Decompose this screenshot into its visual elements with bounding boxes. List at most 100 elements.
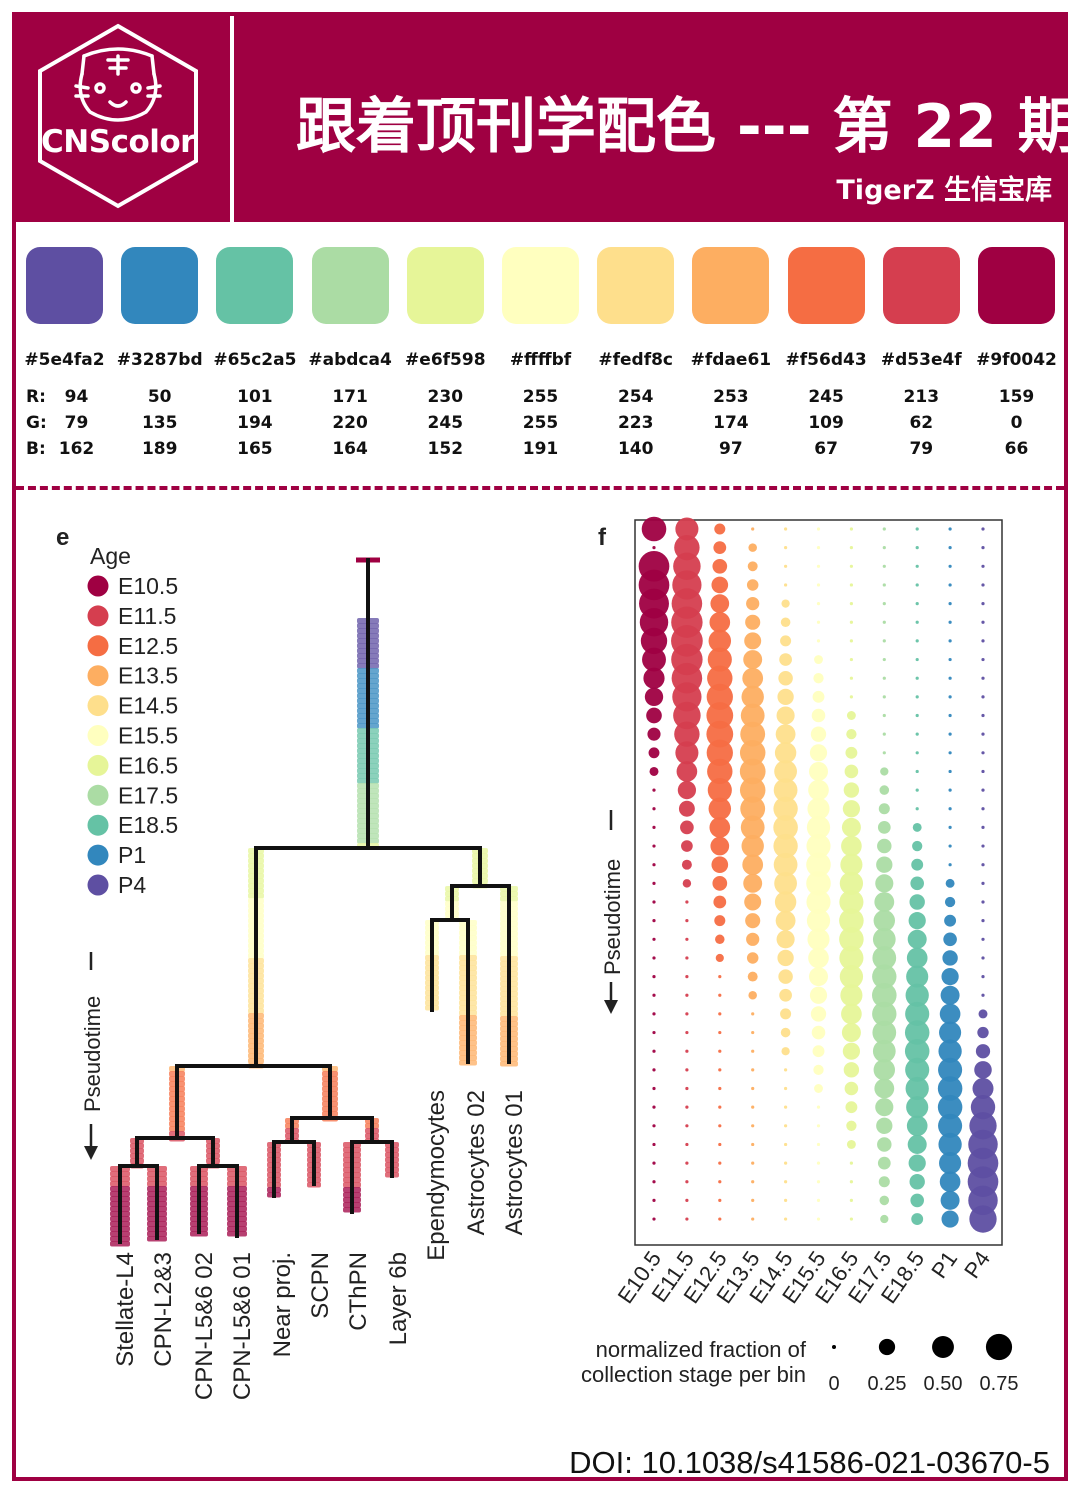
dot-E16.5 xyxy=(841,817,861,837)
dot-E10.5 xyxy=(641,516,667,542)
dot-E17.5 xyxy=(878,803,890,815)
dot-E15.5 xyxy=(812,690,825,703)
dot-E11.5 xyxy=(685,1012,689,1016)
dot-E14.5 xyxy=(784,1180,788,1184)
dot-E16.5 xyxy=(846,1120,857,1131)
dot-E13.5 xyxy=(745,913,761,929)
dot-E17.5 xyxy=(875,1098,894,1117)
dot-E11.5 xyxy=(685,1180,689,1184)
rgb-value-r: 94 xyxy=(64,387,89,407)
dot-E17.5 xyxy=(877,821,891,834)
header-banner: CNScolor 跟着顶刊学配色 --- 第 22 期 TigerZ 生信宝库 xyxy=(16,16,1078,222)
dot-P1 xyxy=(948,602,952,606)
dot-E14.5 xyxy=(774,760,797,783)
size-legend-dot xyxy=(985,1333,1013,1361)
dot-E12.5 xyxy=(718,1217,722,1221)
dot-E10.5 xyxy=(652,1180,656,1184)
dot-P4 xyxy=(974,1061,992,1079)
dot-E10.5 xyxy=(652,546,656,550)
color-swatch xyxy=(787,247,865,324)
dot-P4 xyxy=(981,657,985,662)
dot-E10.5 xyxy=(652,975,656,979)
rgb-value-r: 253 xyxy=(713,387,749,407)
dot-P1 xyxy=(948,713,952,718)
dot-P1 xyxy=(948,788,952,792)
dot-E10.5 xyxy=(652,919,656,923)
dot-P4 xyxy=(969,1205,997,1233)
dot-E16.5 xyxy=(839,964,864,989)
dot-P4 xyxy=(981,639,985,643)
dot-E18.5 xyxy=(908,1154,926,1172)
x-tick-label: P4 xyxy=(959,1247,995,1283)
rgb-value-g: 223 xyxy=(617,413,654,433)
axis-label-pseudotime-f: Pseudotime xyxy=(600,859,625,975)
dot-E16.5 xyxy=(842,800,861,818)
dot-E13.5 xyxy=(751,1086,755,1091)
legend-dot xyxy=(87,725,109,746)
dot-E16.5 xyxy=(849,583,854,587)
dot-E13.5 xyxy=(751,1180,755,1184)
dot-E14.5 xyxy=(780,1008,792,1020)
logo-text: CNScolor xyxy=(41,124,195,160)
dot-E17.5 xyxy=(882,583,886,587)
legend-dot xyxy=(87,665,109,687)
leaf-label: CPN-L5&6 02 xyxy=(191,1252,218,1400)
dot-P1 xyxy=(941,1210,959,1228)
color-palette: R: G: B: #5e4fa2 94 79 162 #3287bd 50 135 189 #65c2… xyxy=(16,222,1064,484)
rgb-value-b: 79 xyxy=(909,439,934,459)
dot-E15.5 xyxy=(810,1006,827,1022)
rgb-value-g: 220 xyxy=(332,413,368,433)
dot-E13.5 xyxy=(746,579,759,591)
rgb-value-g: 255 xyxy=(522,413,559,433)
dot-P1 xyxy=(948,825,952,830)
dot-P4 xyxy=(981,732,985,736)
dot-E12.5 xyxy=(718,975,722,979)
dot-E14.5 xyxy=(773,815,798,840)
dot-E15.5 xyxy=(806,834,831,859)
dot-E18.5 xyxy=(907,929,927,949)
color-swatch xyxy=(597,247,675,324)
dot-E14.5 xyxy=(784,1068,788,1072)
dot-E11.5 xyxy=(685,1142,689,1147)
dot-E10.5 xyxy=(652,1105,656,1109)
dot-E14.5 xyxy=(780,1027,791,1038)
rgb-value-b: 165 xyxy=(237,439,273,459)
legend-title: Age xyxy=(90,543,131,569)
dot-E16.5 xyxy=(844,764,859,779)
dot-E14.5 xyxy=(784,583,788,587)
dot-P1 xyxy=(944,914,957,927)
rgb-label-r: R: xyxy=(26,387,46,407)
dot-E14.5 xyxy=(784,1105,788,1109)
dot-E10.5 xyxy=(652,937,656,941)
legend-dot xyxy=(87,605,109,627)
dot-E17.5 xyxy=(882,713,886,718)
dot-E18.5 xyxy=(910,876,924,891)
size-legend-label: 0.75 xyxy=(980,1373,1019,1395)
dot-E15.5 xyxy=(809,967,828,987)
dot-E12.5 xyxy=(718,1086,722,1091)
leaf-label: Stellate-L4 xyxy=(112,1252,139,1367)
dot-E15.5 xyxy=(816,546,821,550)
dot-E13.5 xyxy=(744,893,762,911)
dot-E13.5 xyxy=(740,796,766,822)
dot-E13.5 xyxy=(746,932,760,946)
dot-E17.5 xyxy=(882,695,886,699)
dot-E15.5 xyxy=(816,1198,821,1202)
legend-dot xyxy=(87,784,109,806)
rgb-value-r: 50 xyxy=(147,387,172,407)
dot-E12.5 xyxy=(709,817,731,838)
dot-E18.5 xyxy=(905,1057,930,1082)
dot-E13.5 xyxy=(751,1105,755,1109)
dot-E17.5 xyxy=(877,1156,891,1170)
dot-E11.5 xyxy=(685,1030,689,1035)
dot-E16.5 xyxy=(845,1101,858,1114)
dot-E18.5 xyxy=(915,583,919,587)
dot-E15.5 xyxy=(809,986,828,1004)
dot-E13.5 xyxy=(751,1142,755,1147)
dot-P4 xyxy=(970,1094,996,1120)
dot-E13.5 xyxy=(748,543,757,552)
hex-code: #f56d43 xyxy=(785,350,867,370)
dot-E16.5 xyxy=(849,1198,854,1202)
dot-E13.5 xyxy=(751,1030,755,1035)
dot-E16.5 xyxy=(839,871,864,895)
